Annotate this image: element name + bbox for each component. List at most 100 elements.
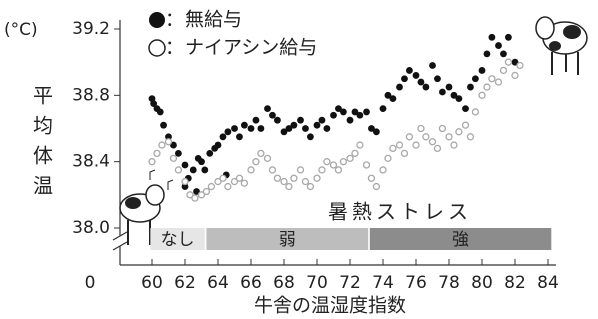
data-point (314, 175, 320, 181)
data-point (297, 117, 304, 124)
data-point (264, 105, 271, 112)
data-point (241, 180, 247, 186)
data-point (413, 72, 420, 79)
legend-label: 無給与 (185, 9, 242, 31)
data-point (479, 92, 485, 98)
data-point (330, 112, 337, 119)
data-point (380, 167, 386, 173)
data-point (220, 133, 227, 140)
legend-separator: ： (165, 9, 184, 31)
data-point (489, 76, 495, 82)
data-point (390, 95, 397, 102)
data-point (373, 184, 379, 190)
data-point (385, 155, 391, 161)
data-point (248, 125, 255, 132)
data-point (208, 184, 214, 190)
x-tick-label: 82 (504, 273, 526, 293)
data-point (413, 142, 419, 148)
data-point (500, 67, 506, 73)
stress-band-label: 弱 (279, 230, 296, 250)
data-point (182, 179, 188, 185)
data-point (347, 117, 354, 124)
legend-label: ナイアシン給与 (185, 37, 317, 59)
chart: (°C) 平均体温 0 牛舎の温湿度指数 暑熱ストレス なし弱強38.038.4… (0, 0, 598, 319)
x-tick-label: 80 (471, 273, 493, 293)
x-tick-label: 60 (141, 273, 163, 293)
data-point (269, 112, 276, 119)
y-tick-label: 39.2 (72, 19, 110, 39)
data-point (314, 122, 321, 129)
data-point (363, 109, 370, 116)
y-label: 平均体温 (30, 85, 54, 205)
data-point (253, 117, 260, 124)
data-point (396, 84, 403, 91)
data-point (406, 134, 412, 140)
y-break-label: 0 (85, 273, 96, 293)
x-tick-label: 78 (438, 273, 460, 293)
y-tick-label: 38.8 (72, 85, 110, 105)
data-point (182, 162, 189, 169)
x-tick-label: 66 (240, 273, 262, 293)
data-point (274, 117, 281, 124)
data-point (154, 150, 160, 156)
data-point (198, 158, 205, 165)
y-tick-label: 38.4 (72, 152, 110, 172)
data-point (380, 105, 387, 112)
x-label: 牛舎の温湿度指数 (254, 295, 406, 317)
data-point (456, 129, 462, 135)
data-point (472, 75, 479, 82)
x-tick-label: 84 (537, 273, 559, 293)
data-point (203, 189, 209, 195)
legend-separator: ： (165, 37, 184, 59)
data-point (368, 175, 374, 181)
stress-band-label: 強 (452, 230, 469, 250)
data-point (291, 122, 298, 129)
data-point (512, 72, 518, 78)
data-point (192, 195, 198, 201)
data-point (347, 155, 353, 161)
data-point (307, 133, 314, 140)
data-point (357, 142, 363, 148)
data-point (401, 75, 408, 82)
data-point (319, 167, 325, 173)
data-point (160, 122, 167, 129)
data-point (401, 150, 407, 156)
x-tick-label: 68 (273, 273, 295, 293)
data-point (467, 84, 474, 91)
data-point (484, 84, 490, 90)
data-point (220, 175, 226, 181)
data-point (265, 155, 271, 161)
data-point (472, 109, 478, 115)
data-point (231, 125, 238, 132)
data-point (225, 128, 232, 135)
data-point (166, 139, 172, 145)
stress-band-label: なし (161, 230, 195, 250)
data-point (451, 142, 457, 148)
data-point (364, 162, 370, 168)
data-point (406, 67, 413, 74)
data-point (324, 159, 330, 165)
data-point (302, 125, 309, 132)
x-tick-label: 76 (405, 273, 427, 293)
data-point (505, 59, 511, 65)
data-point (500, 50, 507, 57)
data-point (429, 62, 436, 69)
data-point (319, 117, 326, 124)
data-point (456, 95, 463, 102)
data-point (489, 34, 496, 41)
data-point (159, 142, 165, 148)
data-point (149, 159, 155, 165)
data-point (302, 179, 308, 185)
y-unit: (°C) (4, 20, 38, 40)
x-tick-label: 64 (207, 273, 229, 293)
data-point (258, 150, 264, 156)
x-tick-label: 74 (372, 273, 394, 293)
data-point (418, 79, 425, 86)
data-point (331, 162, 337, 168)
data-point (286, 184, 292, 190)
data-point (258, 125, 265, 132)
data-point (340, 159, 346, 165)
data-point (170, 155, 176, 161)
data-point (505, 34, 512, 41)
data-point (373, 128, 380, 135)
